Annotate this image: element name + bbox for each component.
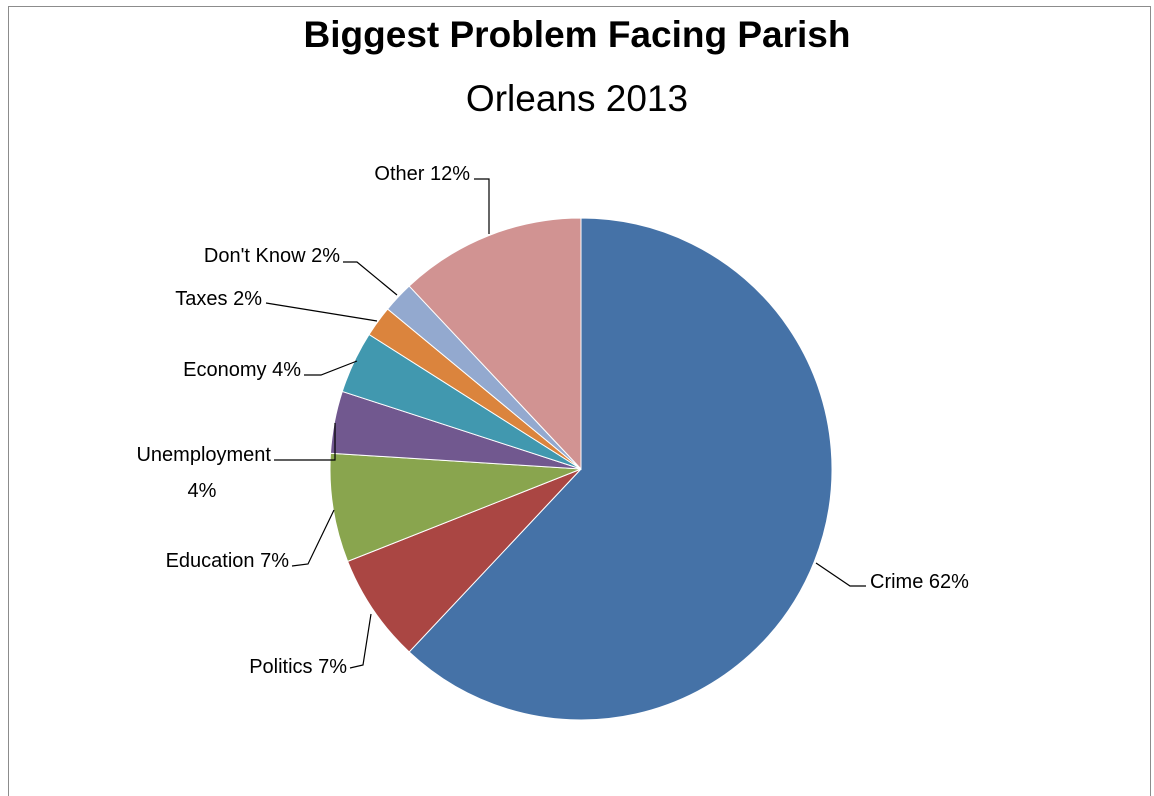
slice-label: Economy 4% (183, 359, 301, 381)
slice-label: Crime 62% (870, 571, 969, 593)
leader-line (274, 423, 336, 461)
leader-line (343, 261, 398, 296)
leader-line (349, 613, 372, 669)
slice-label: Politics 7% (249, 656, 347, 678)
chart-frame (8, 6, 1151, 796)
pie-slice-education (329, 452, 582, 563)
chart-subtitle: Orleans 2013 (465, 78, 689, 119)
leader-line (304, 360, 358, 376)
leader-line (265, 302, 378, 322)
slice-label: Don't Know 2% (204, 245, 340, 267)
pie-slice-politics (346, 468, 582, 653)
pie-slice-crime (408, 217, 833, 721)
leader-line (291, 509, 335, 567)
pie-slice-other (408, 217, 582, 471)
chart-title: Biggest Problem Facing Parish (303, 14, 851, 55)
slice-label: Taxes 2% (175, 288, 262, 310)
leader-line (474, 178, 490, 234)
slice-label: Other 12% (374, 163, 470, 185)
slice-label: Unemployment 4% (136, 444, 271, 502)
slice-label: Education 7% (166, 550, 290, 572)
leader-line (815, 562, 866, 587)
